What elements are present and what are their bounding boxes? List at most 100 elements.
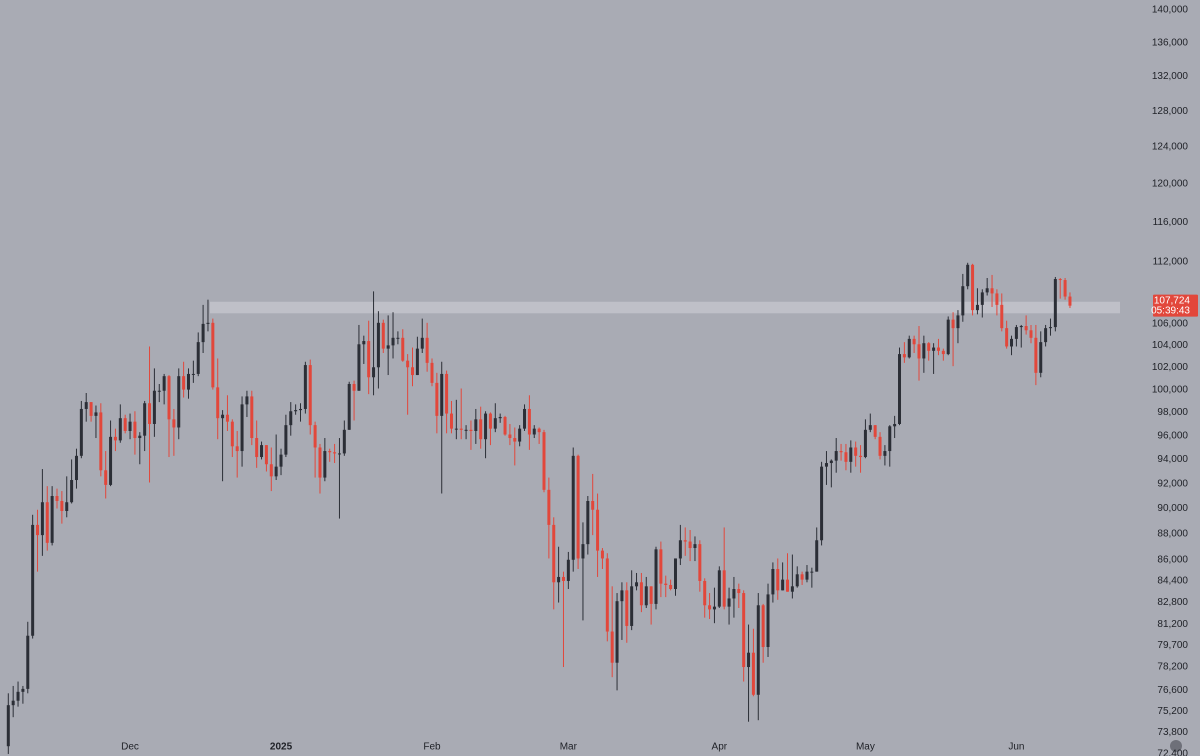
y-tick-label: 100,000 <box>1152 384 1189 395</box>
y-tick-label: 124,000 <box>1152 142 1189 153</box>
candle-body <box>1014 327 1018 339</box>
candle-body <box>279 454 283 467</box>
x-tick-label: Mar <box>560 742 578 753</box>
candle-body <box>854 447 858 456</box>
candle-body <box>693 544 697 549</box>
candle-body <box>206 322 210 324</box>
candle-body <box>985 288 989 293</box>
candle-body <box>381 322 385 349</box>
x-tick-label: 2025 <box>270 742 293 753</box>
candle-body <box>36 524 40 536</box>
candle-body <box>464 429 468 431</box>
candle-body <box>844 452 848 462</box>
candle-body <box>211 322 215 388</box>
candle-body <box>868 425 872 430</box>
candle-body <box>810 571 814 573</box>
candle-body <box>50 496 54 543</box>
candle-body <box>162 376 166 391</box>
y-tick-label: 98,000 <box>1157 407 1188 418</box>
candle-body <box>352 383 356 391</box>
x-tick-label: May <box>856 742 875 753</box>
y-tick-label: 120,000 <box>1152 179 1189 190</box>
candle-body <box>123 418 127 431</box>
candle-body <box>357 344 361 391</box>
candle-body <box>31 524 35 636</box>
candle-body <box>849 447 853 462</box>
candle-body <box>430 362 434 383</box>
candle-body <box>289 411 293 426</box>
candle-body <box>1000 304 1004 329</box>
candle-body <box>1053 279 1057 328</box>
candle-body <box>917 344 921 359</box>
candle-body <box>873 425 877 437</box>
y-tick-label: 79,700 <box>1157 640 1188 651</box>
candle-body <box>659 549 663 584</box>
x-tick-label: Jun <box>1008 742 1024 753</box>
candle-body <box>820 466 824 541</box>
candle-body <box>639 582 643 606</box>
candle-body <box>776 568 780 591</box>
candle-body <box>118 418 122 441</box>
y-tick-label: 82,800 <box>1157 597 1188 608</box>
candle-body <box>1019 326 1023 328</box>
candle-body <box>221 414 225 419</box>
candle-body <box>956 315 960 329</box>
candle-body <box>537 428 541 433</box>
candle-body <box>1068 296 1072 306</box>
candle-body <box>649 586 653 604</box>
candle-body <box>902 354 906 358</box>
candle-body <box>99 412 103 471</box>
candle-body <box>907 338 911 358</box>
candle-body <box>839 451 843 453</box>
candle-body <box>401 337 405 361</box>
candle-body <box>21 688 25 692</box>
last-price-label: 107,724 <box>1154 295 1191 306</box>
candle-body <box>26 635 30 689</box>
plot-area <box>6 262 1120 754</box>
candle-body <box>1010 338 1014 347</box>
candle-body <box>678 540 682 559</box>
candle-body <box>805 571 809 580</box>
candle-body <box>732 589 736 599</box>
candle-body <box>308 365 312 426</box>
candle-body <box>936 347 940 351</box>
candle-body <box>328 451 332 453</box>
y-tick-label: 104,000 <box>1152 340 1189 351</box>
candle-body <box>255 438 259 458</box>
candle-body <box>859 455 863 458</box>
candle-body <box>201 323 205 343</box>
candle-body <box>45 502 49 543</box>
candle-body <box>425 337 429 363</box>
candle-body <box>65 502 69 511</box>
candle-body <box>484 413 488 440</box>
candle-body <box>498 417 502 419</box>
candle-body <box>971 264 975 311</box>
candle-body <box>143 403 147 436</box>
candle-body <box>552 524 556 583</box>
candle-body <box>152 390 156 424</box>
candle-body <box>503 417 507 435</box>
candle-body <box>406 360 410 368</box>
candle-body <box>133 421 137 439</box>
last-price-box <box>1153 294 1198 317</box>
candle-body <box>620 590 624 602</box>
y-tick-label: 81,200 <box>1157 619 1188 630</box>
candle-body <box>878 436 882 456</box>
candle-body <box>669 584 673 590</box>
candle-body <box>167 376 171 420</box>
y-tick-label: 78,200 <box>1157 662 1188 673</box>
candle-body <box>435 382 439 416</box>
candle-body <box>815 540 819 572</box>
candle-body <box>449 413 453 429</box>
candle-body <box>109 436 113 485</box>
candle-body <box>94 412 98 416</box>
candle-body <box>576 455 580 559</box>
candle-body <box>742 593 746 668</box>
candle-body <box>586 500 590 545</box>
settings-icon[interactable] <box>1170 740 1182 752</box>
candle-body <box>596 509 600 551</box>
candle-body <box>605 558 609 632</box>
candle-body <box>523 408 527 429</box>
